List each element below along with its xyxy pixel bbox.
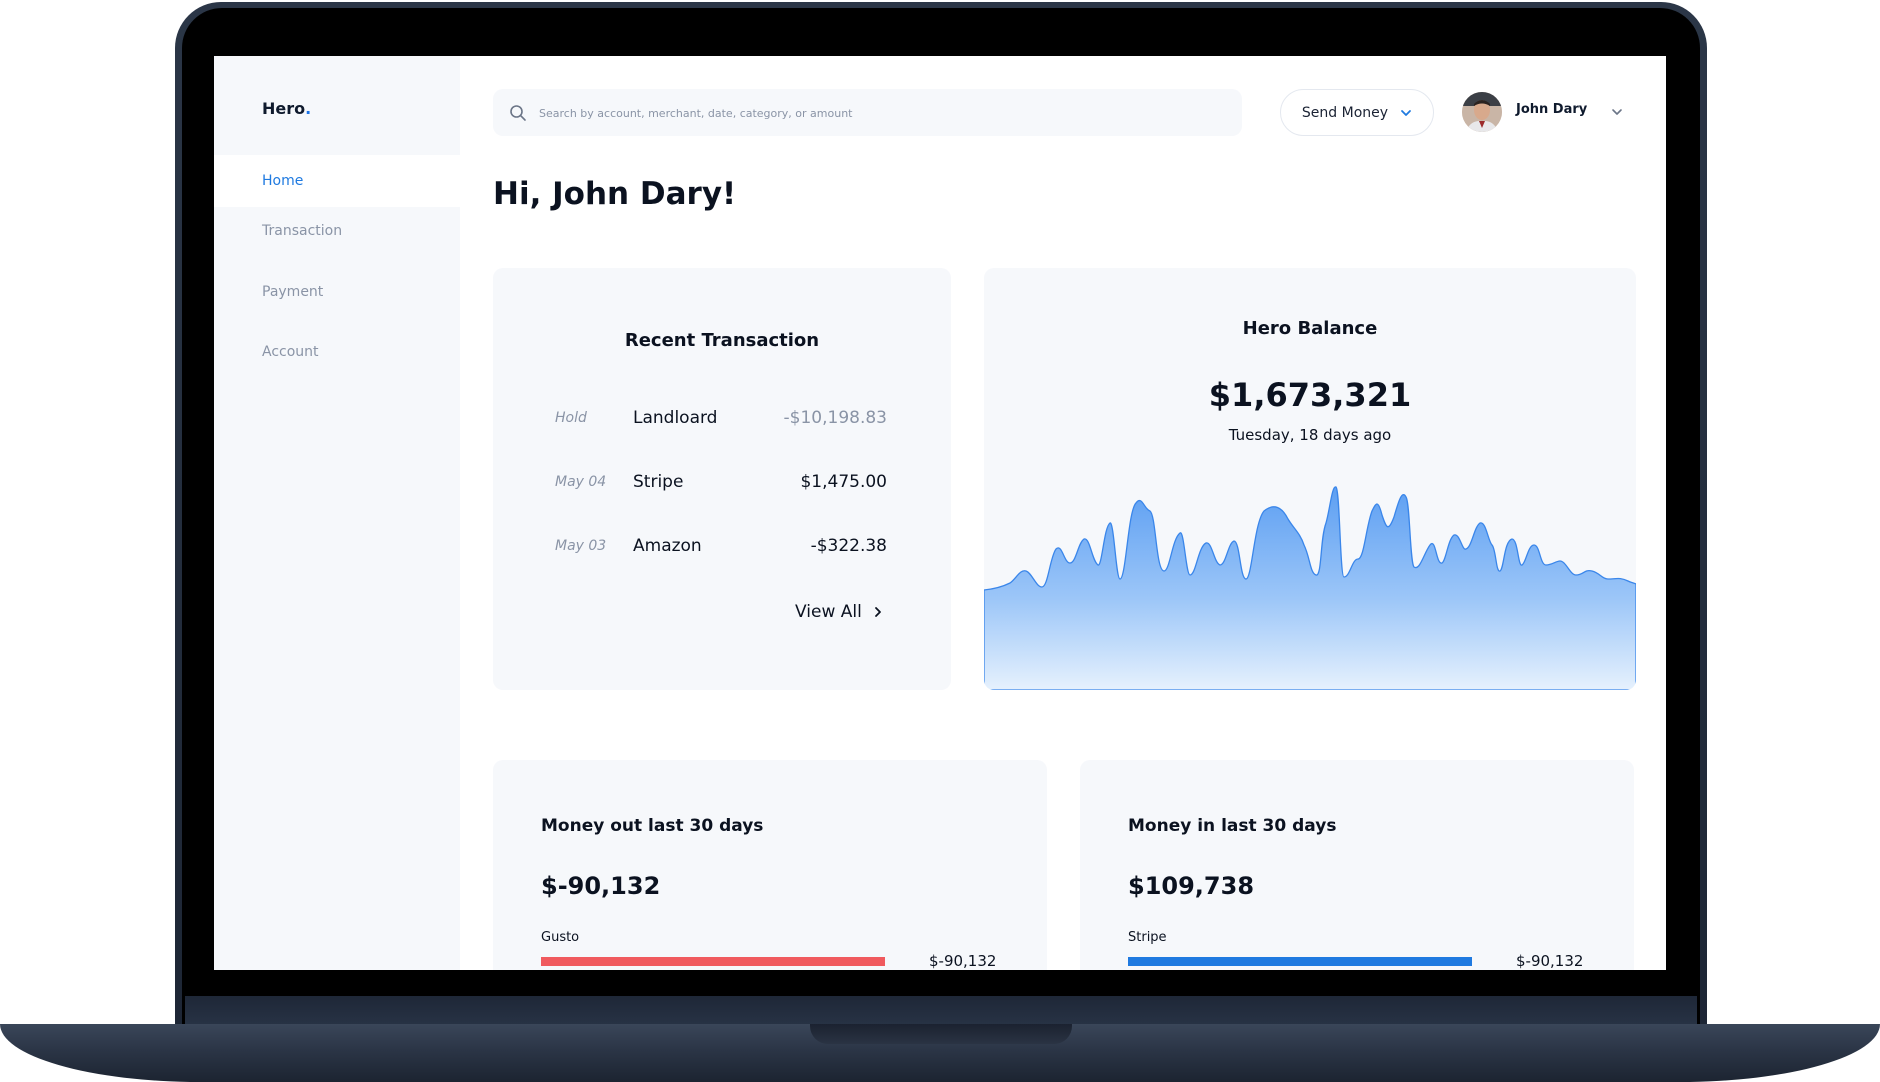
transaction-row[interactable]: May 03 Amazon -$322.38 (493, 532, 951, 562)
logo-dot: . (305, 99, 312, 118)
balance-title: Hero Balance (1242, 318, 1378, 339)
transaction-date: May 03 (555, 538, 607, 554)
money-out-card: Money out last 30 days $-90,132 Gusto $-… (493, 760, 1047, 970)
money-out-bar-label: Gusto (541, 930, 580, 945)
sidebar-item-transaction[interactable]: Transaction (262, 223, 343, 239)
transaction-amount: -$10,198.83 (783, 408, 887, 428)
screen: Hero. Home Transaction Payment Account S… (214, 56, 1666, 970)
sidebar-item-payment[interactable]: Payment (262, 284, 324, 300)
balance-date: Tuesday, 18 days ago (1228, 426, 1392, 444)
transaction-amount: -$322.38 (810, 536, 887, 556)
hero-balance-card: Hero Balance $1,673,321 Tuesday, 18 days… (984, 268, 1636, 690)
sidebar: Hero. Home Transaction Payment Account (214, 56, 460, 970)
transaction-row[interactable]: May 04 Stripe $1,475.00 (493, 468, 951, 498)
avatar-image (1462, 92, 1502, 132)
logo-text: Hero (262, 99, 306, 118)
money-out-amount: $-90,132 (541, 872, 661, 900)
transaction-amount: $1,475.00 (800, 472, 887, 492)
money-out-title: Money out last 30 days (541, 816, 764, 836)
transaction-row[interactable]: Hold Landloard -$10,198.83 (493, 404, 951, 434)
avatar[interactable] (1462, 92, 1502, 132)
view-all-link[interactable]: View All (795, 598, 884, 626)
money-in-title: Money in last 30 days (1128, 816, 1337, 836)
money-in-bar-label: Stripe (1128, 930, 1167, 945)
money-in-amount: $109,738 (1128, 872, 1255, 900)
page-title: Hi, John Dary! (493, 176, 737, 212)
chevron-down-icon[interactable] (1610, 105, 1624, 119)
user-menu[interactable]: John Dary (1462, 90, 1652, 134)
money-out-bar (541, 957, 885, 966)
balance-area (984, 486, 1636, 690)
user-name: John Dary (1516, 102, 1588, 117)
money-in-card: Money in last 30 days $109,738 Stripe $-… (1080, 760, 1634, 970)
logo[interactable]: Hero. (262, 99, 311, 118)
balance-amount: $1,673,321 (1208, 376, 1412, 414)
transaction-merchant: Amazon (633, 536, 702, 556)
sidebar-item-home[interactable]: Home (214, 155, 460, 207)
search-input[interactable] (537, 89, 1231, 138)
send-money-button[interactable]: Send Money (1280, 89, 1434, 136)
send-money-label: Send Money (1301, 104, 1389, 121)
recent-transaction-title: Recent Transaction (624, 330, 820, 351)
money-in-bar-track (1128, 957, 1472, 966)
transaction-merchant: Stripe (633, 472, 684, 492)
search-icon (510, 105, 526, 121)
money-in-bar-value: $-90,132 (1516, 952, 1584, 970)
transaction-date: May 04 (555, 474, 607, 490)
transaction-date: Hold (555, 410, 587, 426)
search-bar[interactable] (493, 89, 1242, 138)
money-in-bar (1128, 957, 1472, 966)
balance-area-chart (984, 486, 1636, 690)
chevron-down-icon (1401, 109, 1411, 116)
chevron-right-icon (874, 607, 881, 617)
money-out-bar-track (541, 957, 885, 966)
sidebar-item-account[interactable]: Account (262, 344, 319, 360)
laptop-notch (810, 1024, 1072, 1044)
transaction-merchant: Landloard (633, 408, 718, 428)
view-all-label: View All (795, 602, 862, 622)
laptop-chin (185, 996, 1697, 1024)
recent-transaction-card: Recent Transaction Hold Landloard -$10,1… (493, 268, 951, 690)
main-content: Send Money John Dary Hi, John (460, 56, 1666, 970)
money-out-bar-value: $-90,132 (929, 952, 997, 970)
